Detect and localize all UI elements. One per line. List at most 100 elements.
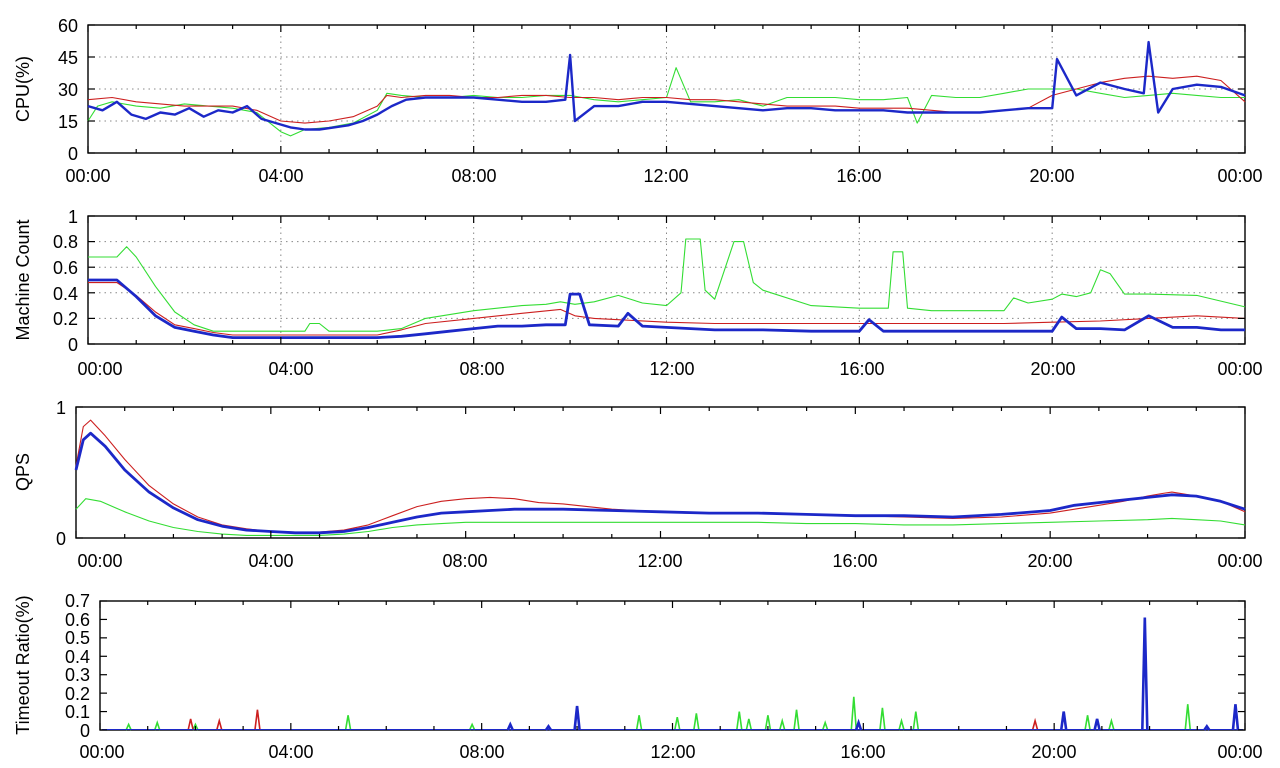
- ylabel-machine-count: Machine Count: [13, 219, 33, 340]
- xtick-label: 08:00: [459, 359, 504, 379]
- ticks-timeout-ratio: [99, 600, 1246, 731]
- xtick-label: 00:00: [1217, 742, 1262, 762]
- series-green-spike: [635, 715, 643, 731]
- ytick-label: 0.4: [53, 284, 78, 304]
- series-green-spike: [745, 718, 753, 731]
- series-green-spike: [735, 711, 743, 731]
- panel-timeout-ratio: Timeout Ratio(%) 0 0.1 0.2 0.3 0.4 0.5 0…: [13, 591, 1263, 762]
- ytick-labels-qps: 0 1: [56, 398, 66, 549]
- xtick-label: 00:00: [1217, 166, 1262, 186]
- ytick-label: 0.4: [65, 647, 90, 667]
- series-machine-count: [88, 238, 1246, 340]
- ytick-label: 30: [58, 80, 78, 100]
- series-blue-line: [87, 40, 1246, 131]
- series-red-spike: [254, 709, 261, 731]
- xtick-label: 08:00: [459, 742, 504, 762]
- ytick-label: 0: [68, 335, 78, 355]
- xtick-label: 00:00: [1217, 359, 1262, 379]
- ytick-label: 0: [56, 529, 66, 549]
- series-blue-spike: [1203, 723, 1211, 731]
- series-green-spike: [1184, 704, 1192, 731]
- xtick-labels-timeout-ratio: 00:00 04:00 08:00 12:00 16:00 20:00 00:0…: [79, 742, 1262, 762]
- ytick-label: 0.6: [65, 610, 90, 630]
- xtick-label: 16:00: [832, 551, 877, 571]
- xtick-label: 00:00: [77, 551, 122, 571]
- series-red-spike: [1031, 717, 1039, 731]
- xtick-label: 00:00: [79, 742, 124, 762]
- xtick-label: 04:00: [258, 166, 303, 186]
- series-cpu: [87, 40, 1246, 137]
- ticks-cpu: [87, 24, 1246, 154]
- ytick-label: 0: [68, 144, 78, 164]
- ytick-label: 60: [58, 16, 78, 36]
- series-green-spike: [468, 722, 476, 731]
- series-green-spike: [912, 711, 920, 731]
- xtick-label: 04:00: [248, 551, 293, 571]
- ylabel-qps: QPS: [13, 453, 33, 491]
- xtick-label: 12:00: [637, 551, 682, 571]
- series-blue-line: [74, 431, 1246, 535]
- series-green-spike: [821, 720, 829, 731]
- xtick-label: 00:00: [65, 166, 110, 186]
- series-green-spike: [673, 716, 681, 731]
- series-blue-spike: [1231, 704, 1240, 731]
- panel-qps: QPS 0 1 00:00 04:00 08:00 12:00 16:00 20…: [13, 398, 1263, 571]
- xtick-label: 12:00: [649, 359, 694, 379]
- series-green-spike: [850, 696, 858, 731]
- series-blue-spike: [1059, 711, 1068, 731]
- series-green-line: [75, 498, 1246, 536]
- xtick-label: 08:00: [451, 166, 496, 186]
- xtick-label: 12:00: [650, 742, 695, 762]
- ylabel-cpu: CPU(%): [13, 56, 33, 122]
- ytick-label: 0.5: [65, 628, 90, 648]
- series-blue-spike: [854, 718, 863, 731]
- ytick-label: 0.2: [65, 684, 90, 704]
- series-green-spike: [1108, 717, 1115, 731]
- xtick-label: 00:00: [77, 359, 122, 379]
- ytick-label: 0.8: [53, 232, 78, 252]
- ytick-labels-timeout-ratio: 0 0.1 0.2 0.3 0.4 0.5 0.6 0.7: [65, 591, 90, 741]
- ytick-label: 0.6: [53, 258, 78, 278]
- xtick-label: 16:00: [836, 166, 881, 186]
- ytick-label: 0.1: [65, 702, 90, 722]
- series-timeout-ratio: [102, 617, 1243, 731]
- ytick-labels-machine-count: 0 0.2 0.4 0.6 0.8 1: [53, 207, 78, 355]
- series-blue-spike: [573, 705, 581, 731]
- xtick-label: 20:00: [1027, 551, 1072, 571]
- series-green-spike: [1084, 715, 1091, 731]
- ytick-label: 0: [80, 721, 90, 741]
- xtick-label: 16:00: [839, 359, 884, 379]
- series-blue-line: [88, 278, 1245, 340]
- ytick-label: 15: [58, 112, 78, 132]
- xtick-labels-machine-count: 00:00 04:00 08:00 12:00 16:00 20:00 00:0…: [77, 359, 1262, 379]
- xtick-label: 20:00: [1029, 166, 1074, 186]
- xtick-label: 04:00: [268, 742, 313, 762]
- xtick-label: 12:00: [643, 166, 688, 186]
- xtick-labels-qps: 00:00 04:00 08:00 12:00 16:00 20:00 00:0…: [77, 551, 1262, 571]
- series-green-spike: [764, 715, 772, 731]
- series-green-spike: [693, 713, 700, 731]
- series-blue-spike: [544, 723, 553, 731]
- series-red-line: [75, 419, 1246, 533]
- ytick-label: 1: [56, 398, 66, 418]
- series-blue-spike: [1093, 718, 1101, 731]
- plot-frame-qps: [75, 406, 1246, 539]
- ylabel-timeout-ratio: Timeout Ratio(%): [13, 595, 33, 734]
- ticks-qps: [75, 406, 1246, 539]
- panel-cpu: CPU(%) 0 15 30 45 60 00:00 04:00 08:00 1…: [13, 16, 1263, 186]
- xtick-labels-cpu: 00:00 04:00 08:00 12:00 16:00 20:00 00:0…: [65, 166, 1262, 186]
- ytick-label: 1: [68, 207, 78, 227]
- series-green-line: [88, 238, 1246, 332]
- series-blue-spike: [506, 721, 514, 731]
- series-blue-spike: [1141, 617, 1149, 731]
- series-green-spike: [879, 707, 886, 731]
- series-green-spike: [153, 720, 161, 731]
- xtick-label: 00:00: [1217, 551, 1262, 571]
- series-green-spike: [778, 717, 786, 731]
- series-green-line: [87, 67, 1245, 137]
- series-red-line: [87, 75, 1246, 124]
- series-green-spike: [793, 709, 800, 731]
- xtick-label: 08:00: [442, 551, 487, 571]
- series-green-spike: [192, 722, 199, 731]
- series-red-spike: [187, 718, 194, 731]
